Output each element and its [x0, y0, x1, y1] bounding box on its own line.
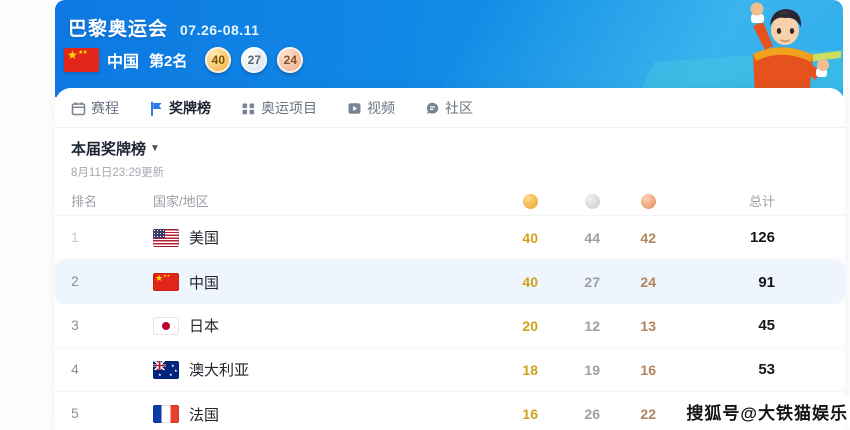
au-flag-icon: ★ ★ ★ ★: [153, 360, 179, 379]
country-name: 美国: [189, 230, 220, 247]
gold-count: 40: [522, 274, 538, 290]
tab-video-label: 视频: [367, 100, 395, 116]
tab-community-label: 社区: [445, 100, 473, 116]
cn-flag-icon: ★ ★★: [153, 273, 179, 291]
banner-dates: 07.26-08.11: [180, 22, 260, 38]
grid-icon: [242, 103, 255, 114]
rank-value: 5: [71, 405, 79, 421]
rank-value: 1: [71, 228, 79, 245]
gold-count: 16: [522, 406, 538, 422]
olympics-banner: 巴黎奥运会 07.26-08.11 ★ ★★ 中国 第2名 40 27 24: [55, 0, 843, 97]
table-row-france[interactable]: 5 法国 16 26 22: [55, 392, 845, 430]
banner-title: 巴黎奥运会: [68, 19, 169, 40]
medal-table: 排名 国家/地区 总计 1 美国 40 44 42 126: [55, 186, 845, 430]
gold-medal-count-badge: 40: [205, 47, 232, 73]
table-row-japan[interactable]: 3 日本 20 12 13 45: [55, 304, 845, 348]
silver-count: 44: [584, 229, 600, 246]
tab-olympic-events-label: 奥运项目: [261, 100, 317, 116]
bronze-medal-count-badge: 24: [277, 47, 304, 73]
silver-medal-icon: [585, 193, 600, 209]
rank-column-header: 排名: [71, 194, 98, 209]
china-flag-icon: ★ ★★: [64, 48, 99, 72]
gold-count: 18: [522, 361, 538, 378]
bronze-count: 24: [640, 274, 656, 290]
calendar-icon: [71, 101, 86, 115]
silver-count: 27: [584, 274, 600, 290]
gold-medal-icon: [523, 193, 538, 209]
table-row-china[interactable]: 2 ★ ★★ 中国 40 27 24 91: [55, 260, 845, 304]
tab-community[interactable]: 社区: [425, 98, 473, 118]
bronze-count: 13: [640, 317, 656, 334]
rank-value: 4: [71, 360, 79, 377]
tab-bar: 赛程 奖牌榜 奥运项目: [55, 88, 845, 128]
total-count: 53: [758, 361, 775, 378]
medal-table-card: 赛程 奖牌榜 奥运项目: [55, 88, 845, 430]
rank-value: 2: [71, 273, 79, 289]
country-column-header: 国家/地区: [153, 194, 209, 209]
gold-count: 40: [522, 229, 538, 246]
bronze-medal-icon: [641, 193, 656, 209]
total-count: 45: [758, 317, 775, 334]
silver-count: 19: [584, 361, 600, 378]
table-row-australia[interactable]: 4 ★ ★ ★ ★ 澳大利亚 18 19 16 53: [55, 348, 845, 392]
banner-country-rank: 第2名: [149, 52, 188, 70]
banner-country-name: 中国: [107, 54, 140, 71]
silver-count: 26: [584, 406, 600, 422]
table-header-row: 排名 国家/地区 总计: [55, 186, 845, 216]
silver-count: 12: [584, 317, 600, 334]
tab-medal-table[interactable]: 奖牌榜: [149, 98, 211, 118]
bronze-count: 16: [640, 361, 656, 378]
flag-icon: [151, 101, 162, 116]
tab-schedule[interactable]: 赛程: [71, 98, 119, 118]
bronze-count: 42: [640, 229, 656, 246]
tab-schedule-label: 赛程: [91, 100, 119, 116]
table-row-usa[interactable]: 1 美国 40 44 42 126: [55, 216, 845, 260]
section-title-label: 本届奖牌榜: [71, 141, 147, 158]
total-count: 126: [749, 229, 775, 246]
total-column-header: 总计: [748, 194, 775, 209]
chat-icon: [426, 102, 439, 114]
country-name: 中国: [189, 274, 220, 292]
sohu-watermark: 搜狐号@大铁猫娱乐: [678, 397, 850, 426]
chevron-down-icon: ▼: [150, 143, 160, 154]
fr-flag-icon: [153, 405, 179, 423]
silver-medal-count-badge: 27: [241, 47, 268, 73]
tab-olympic-events[interactable]: 奥运项目: [241, 98, 317, 118]
country-name: 日本: [189, 318, 220, 335]
bronze-count: 22: [640, 406, 656, 422]
banner-medal-summary: 40 27 24: [205, 47, 304, 73]
tab-medal-table-label: 奖牌榜: [169, 100, 211, 116]
country-name: 法国: [189, 406, 220, 424]
rank-value: 3: [71, 316, 79, 333]
mascot-illustration: [750, 2, 841, 97]
us-flag-icon: [153, 228, 179, 247]
tab-video[interactable]: 视频: [347, 98, 395, 118]
jp-flag-icon: [153, 316, 179, 335]
section-header: 本届奖牌榜 ▼ 8月11日23:29更新: [55, 128, 845, 182]
gold-count: 20: [522, 317, 538, 334]
last-updated-text: 8月11日23:29更新: [71, 167, 165, 179]
country-name: 澳大利亚: [189, 362, 250, 379]
total-count: 91: [758, 273, 775, 291]
video-icon: [348, 102, 361, 114]
medal-table-dropdown[interactable]: 本届奖牌榜 ▼: [71, 138, 160, 159]
